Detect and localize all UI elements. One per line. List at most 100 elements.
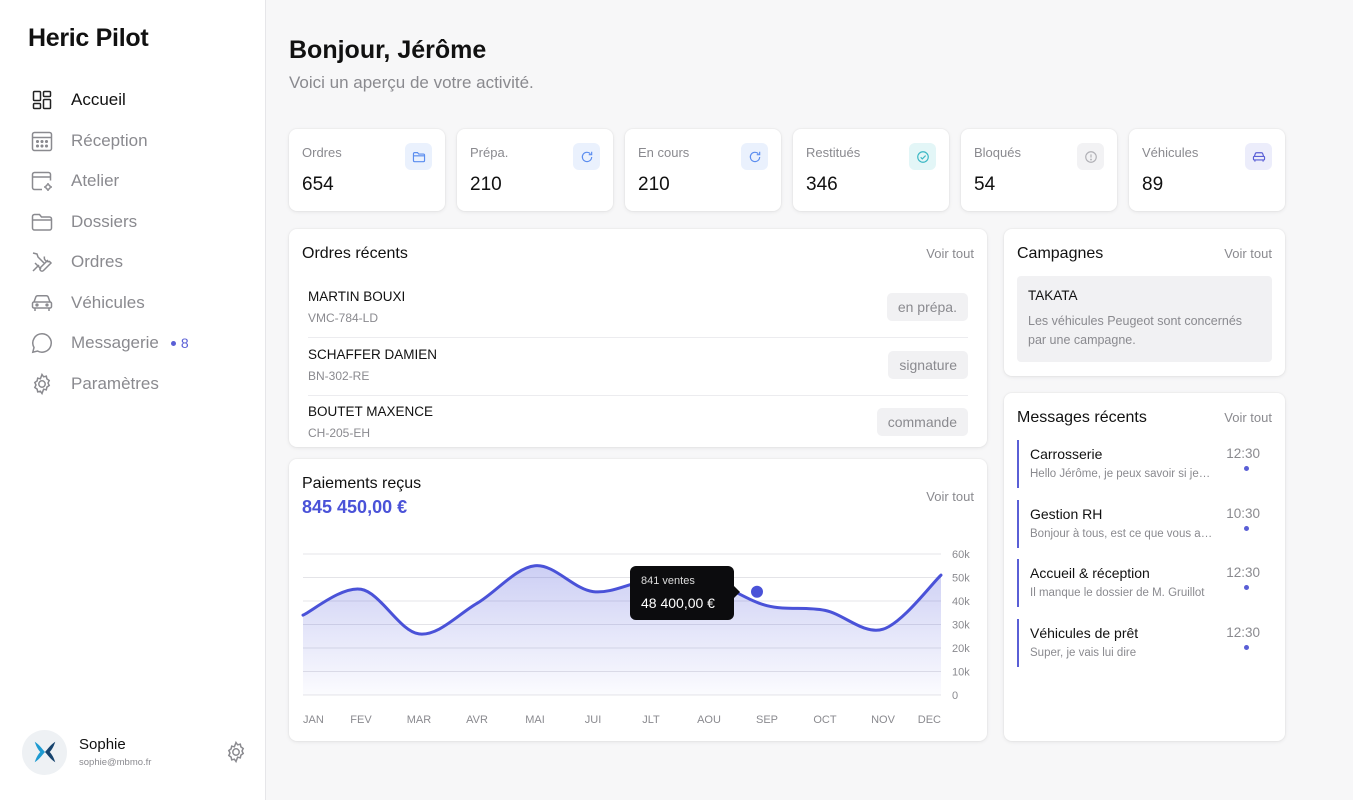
y-tick-label: 30k xyxy=(952,620,970,632)
order-plate: BN-302-RE xyxy=(308,369,370,383)
order-client-name: SCHAFFER DAMIEN xyxy=(308,347,438,362)
message-title: Carrosserie xyxy=(1030,446,1103,462)
tooltip-label: 841 ventes xyxy=(641,575,695,587)
stat-card-restitues[interactable]: Restitués 346 xyxy=(793,129,949,211)
chart-area xyxy=(303,565,941,695)
y-tick-label: 0 xyxy=(952,690,958,702)
unread-dot xyxy=(1244,585,1249,590)
stat-card-vehicules[interactable]: Véhicules 89 xyxy=(1129,129,1285,211)
message-time: 12:30 xyxy=(1226,446,1260,461)
sidebar-nav: Accueil Réception Atelier Dossiers Ordre… xyxy=(30,80,250,404)
unread-dot xyxy=(1244,466,1249,471)
campaign-item[interactable]: TAKATA Les véhicules Peugeot sont concer… xyxy=(1017,276,1272,362)
x-tick-label: MAI xyxy=(525,714,545,726)
list-item[interactable]: Gestion RH Bonjour à tous, est ce que vo… xyxy=(1017,500,1272,548)
sidebar-item-dossiers[interactable]: Dossiers xyxy=(30,202,250,243)
message-preview: Bonjour à tous, est ce que vous avez xyxy=(1030,528,1213,540)
payments-chart: 0 10k 20k 30k 40k 50k 60k JAN FEV MAR AVR MAI JUI JLT… xyxy=(301,549,970,726)
recent-orders-card: Ordres récents Voir tout MARTIN BOUXI VM… xyxy=(289,229,987,447)
status-badge: signature xyxy=(888,351,968,379)
y-tick-label: 10k xyxy=(952,667,970,679)
order-plate: CH-205-EH xyxy=(308,426,371,440)
card-title: Campagnes xyxy=(1017,245,1104,262)
stat-label: Prépa. xyxy=(470,145,509,160)
sidebar-item-ordres[interactable]: Ordres xyxy=(30,242,250,283)
stat-label: Véhicules xyxy=(1142,145,1199,160)
payments-card: 0 10k 20k 30k 40k 50k 60k JAN FEV MAR AVR MAI JUI JLT… xyxy=(289,459,987,741)
y-tick-label: 20k xyxy=(952,643,970,655)
message-time: 12:30 xyxy=(1226,565,1260,580)
stat-value: 346 xyxy=(806,174,838,195)
sidebar-item-parametres[interactable]: Paramètres xyxy=(30,364,250,405)
y-tick-label: 60k xyxy=(952,549,970,561)
stat-card-ordres[interactable]: Ordres 654 xyxy=(289,129,445,211)
sidebar-item-vehicules[interactable]: Véhicules xyxy=(30,283,250,324)
sidebar-item-label: Atelier xyxy=(71,171,120,191)
table-row[interactable]: BOUTET MAXENCE CH-205-EH commande xyxy=(308,396,968,453)
sidebar-item-messagerie[interactable]: Messagerie 8 xyxy=(30,323,250,364)
sidebar-item-label: Accueil xyxy=(71,90,126,110)
x-tick-label: SEP xyxy=(756,714,778,726)
list-item[interactable]: Véhicules de prêt Super, je vais lui dir… xyxy=(1017,619,1272,667)
sidebar: Heric Pilot Accueil Réception Atelier Do… xyxy=(0,0,266,800)
payments-total: 845 450,00 € xyxy=(302,497,408,517)
recent-messages-card: Messages récents Voir tout Carrosserie H… xyxy=(1004,393,1285,741)
campaign-description: Les véhicules Peugeot sont concernés par… xyxy=(1028,314,1243,347)
chat-icon xyxy=(30,331,54,355)
tooltip-value: 48 400,00 € xyxy=(641,595,715,611)
avatar-logo-icon xyxy=(34,741,55,763)
tools-icon xyxy=(30,250,54,274)
see-all-link[interactable]: Voir tout xyxy=(1224,410,1272,425)
folder-icon xyxy=(30,210,54,234)
sidebar-item-atelier[interactable]: Atelier xyxy=(30,161,250,202)
stat-label: Bloqués xyxy=(974,145,1021,160)
car-icon xyxy=(1245,143,1272,170)
settings-gear-icon[interactable] xyxy=(224,740,248,764)
x-tick-label: FEV xyxy=(350,714,372,726)
message-preview: Il manque le dossier de M. Gruillot xyxy=(1030,587,1205,599)
message-title: Véhicules de prêt xyxy=(1030,625,1139,641)
stat-value: 654 xyxy=(302,174,334,195)
stat-card-bloques[interactable]: Bloqués 54 xyxy=(961,129,1117,211)
campaigns-card: Campagnes Voir tout TAKATA Les véhicules… xyxy=(1004,229,1285,376)
card-title: Ordres récents xyxy=(302,245,408,262)
stat-value: 210 xyxy=(470,174,502,195)
gear-icon xyxy=(30,372,54,396)
refresh-icon xyxy=(741,143,768,170)
see-all-link[interactable]: Voir tout xyxy=(1224,246,1272,261)
see-all-link[interactable]: Voir tout xyxy=(926,489,974,504)
message-time: 12:30 xyxy=(1226,625,1260,640)
stat-card-prepa[interactable]: Prépa. 210 xyxy=(457,129,613,211)
x-tick-label: DEC xyxy=(918,714,941,726)
x-tick-label: OCT xyxy=(813,714,837,726)
stat-value: 89 xyxy=(1142,174,1164,195)
sidebar-item-accueil[interactable]: Accueil xyxy=(30,80,250,121)
card-title: Messages récents xyxy=(1017,409,1147,426)
sidebar-item-label: Messagerie xyxy=(71,333,159,353)
sidebar-item-label: Réception xyxy=(71,130,148,150)
stat-card-en-cours[interactable]: En cours 210 xyxy=(625,129,781,211)
x-tick-label: AVR xyxy=(466,714,488,726)
chart-tooltip: 841 ventes 48 400,00 € xyxy=(630,566,740,620)
table-row[interactable]: SCHAFFER DAMIEN BN-302-RE signature xyxy=(308,339,968,396)
x-tick-label: NOV xyxy=(871,714,896,726)
sidebar-item-label: Paramètres xyxy=(71,373,159,393)
stat-value: 54 xyxy=(974,174,996,195)
avatar xyxy=(22,729,67,775)
workshop-icon xyxy=(30,169,54,193)
message-title: Gestion RH xyxy=(1030,506,1103,522)
see-all-link[interactable]: Voir tout xyxy=(926,246,974,261)
table-row[interactable]: MARTIN BOUXI VMC-784-LD en prépa. xyxy=(308,281,968,338)
status-badge: commande xyxy=(876,408,968,436)
sidebar-item-reception[interactable]: Réception xyxy=(30,121,250,162)
order-client-name: BOUTET MAXENCE xyxy=(308,404,434,419)
check-circle-icon xyxy=(909,143,936,170)
list-item[interactable]: Accueil & réception Il manque le dossier… xyxy=(1017,559,1272,607)
user-profile[interactable]: Sophie sophie@mbmo.fr xyxy=(22,729,248,775)
user-email: sophie@mbmo.fr xyxy=(79,757,152,768)
list-item[interactable]: Carrosserie Hello Jérôme, je peux savoir… xyxy=(1017,440,1272,488)
message-preview: Hello Jérôme, je peux savoir si je dois xyxy=(1030,468,1213,480)
unread-dot xyxy=(1244,526,1249,531)
sidebar-item-label: Ordres xyxy=(71,252,123,272)
x-tick-label: JLT xyxy=(642,714,660,726)
